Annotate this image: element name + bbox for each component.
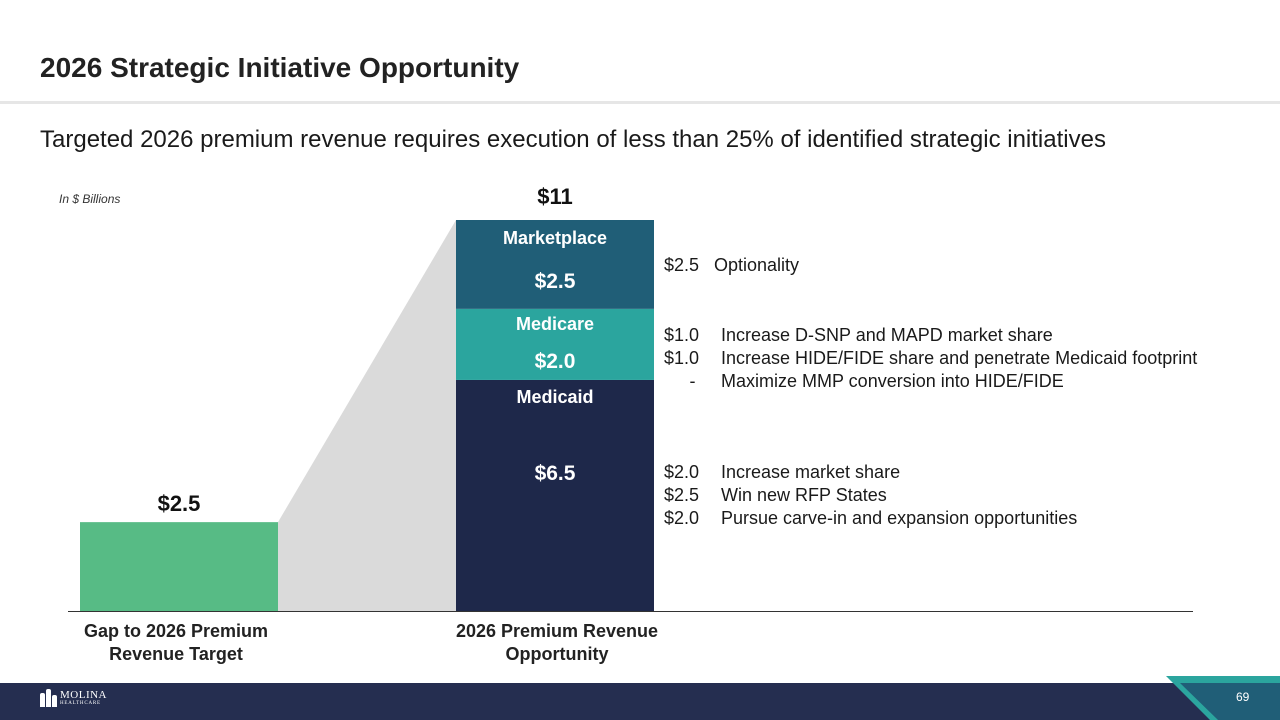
marketplace-notes: $2.5 Optionality (664, 254, 799, 277)
category-label: 2026 Premium Revenue (456, 621, 658, 641)
note-value: $1.0 (664, 348, 700, 368)
note-text: Increase D-SNP and MAPD market share (721, 325, 1053, 345)
revenue-chart: $2.5 Medicaid $6.5 Medicare $2.0 Marketplace $… (68, 184, 1193, 664)
slide-title: 2026 Strategic Initiative Opportunity (40, 52, 520, 83)
note-value: $2.0 (664, 508, 700, 528)
logo-people-icon (40, 689, 57, 707)
note-line: $2.0 Pursue carve-in and expansion oppor… (664, 507, 1077, 530)
molina-logo: MOLINA HEALTHCARE (40, 689, 107, 707)
bar-segment-medicaid (456, 379, 654, 611)
page-number: 69 (1236, 690, 1250, 704)
connector-shape (278, 220, 456, 611)
note-line: $2.0 Increase market share (664, 461, 1077, 484)
note-text: Pursue carve-in and expansion opportunit… (721, 508, 1078, 528)
bar-segment-medicare (456, 308, 654, 380)
note-value: - (689, 371, 696, 391)
note-line: $1.0 Increase D-SNP and MAPD market shar… (664, 324, 1197, 347)
bar-gap (80, 522, 278, 611)
note-line: - Maximize MMP conversion into HIDE/FIDE (664, 370, 1197, 393)
segment-name-label: Marketplace (503, 228, 607, 248)
note-text: Increase HIDE/FIDE share and penetrate M… (721, 348, 1198, 368)
footer-bar (0, 683, 1280, 720)
title-divider (0, 101, 1280, 104)
note-line: $1.0 Increase HIDE/FIDE share and penetr… (664, 347, 1197, 370)
bar-total-label: $11 (537, 184, 573, 209)
footer-accent-shape (1166, 676, 1280, 720)
medicare-notes: $1.0 Increase D-SNP and MAPD market shar… (664, 324, 1197, 393)
note-text: Win new RFP States (721, 485, 887, 505)
category-label: Gap to 2026 Premium (84, 621, 268, 641)
segment-value-label: $2.5 (535, 270, 576, 293)
note-text: Optionality (714, 255, 800, 275)
segment-name-label: Medicare (516, 314, 594, 334)
note-value: $2.0 (664, 462, 700, 482)
logo-subtitle: HEALTHCARE (60, 701, 101, 706)
segment-value-label: $6.5 (535, 462, 576, 485)
note-text: Increase market share (721, 462, 901, 482)
category-label: Opportunity (506, 644, 609, 664)
note-text: Maximize MMP conversion into HIDE/FIDE (721, 371, 1064, 391)
category-label: Revenue Target (109, 644, 243, 664)
units-note: In $ Billions (59, 192, 121, 206)
note-value: $2.5 (664, 255, 700, 275)
note-value: $2.5 (664, 485, 700, 505)
segment-value-label: $2.0 (535, 350, 576, 373)
slide-subtitle: Targeted 2026 premium revenue requires e… (40, 126, 1106, 153)
note-line: $2.5 Win new RFP States (664, 484, 1077, 507)
note-line: $2.5 Optionality (664, 254, 799, 277)
logo-name: MOLINA (60, 689, 107, 701)
segment-name-label: Medicaid (516, 387, 593, 407)
bar-gap-value-label: $2.5 (158, 491, 201, 516)
medicaid-notes: $2.0 Increase market share $2.5 Win new … (664, 461, 1077, 530)
note-value: $1.0 (664, 325, 700, 345)
bar-segment-marketplace (456, 220, 654, 309)
